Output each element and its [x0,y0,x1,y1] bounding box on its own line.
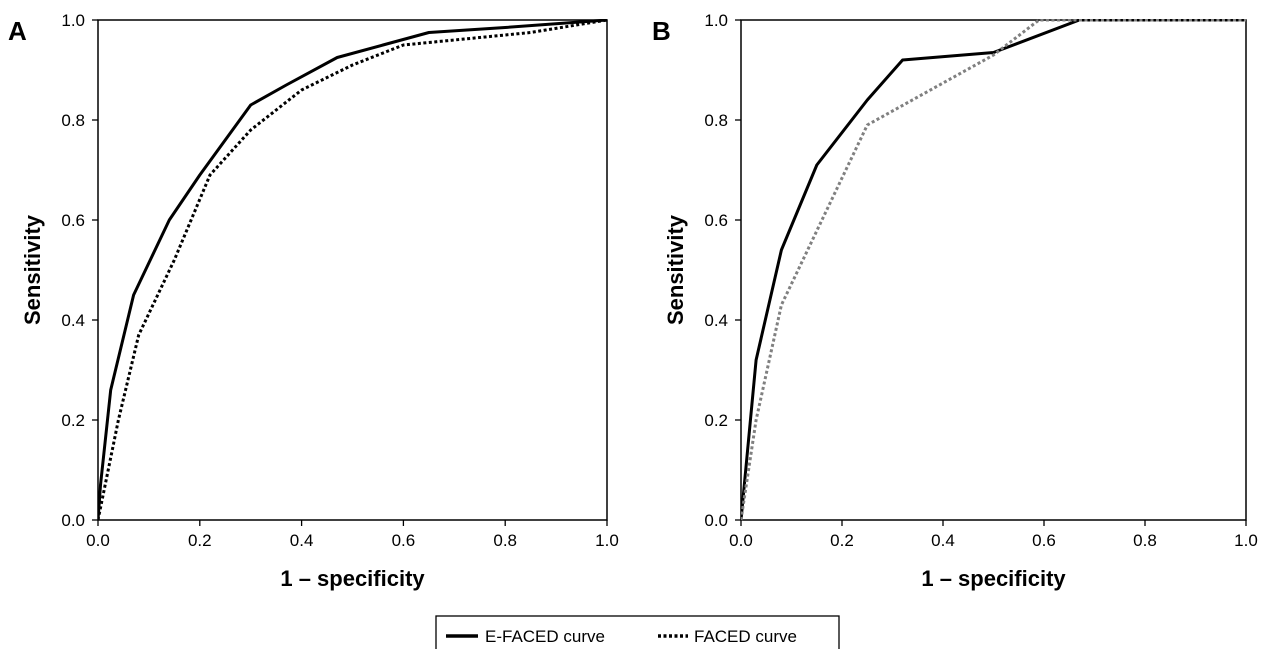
legend: E-FACED curve FACED curve [435,615,840,649]
e-faced-curve-line [741,19,1246,521]
y-tick-label: 1.0 [704,11,728,30]
y-tick-label: 0.0 [704,511,728,530]
faced-curve-line [741,19,1246,521]
faced-curve-line [98,19,607,521]
y-tick-label: 0.2 [704,411,728,430]
x-axis-title: 1 – specificity [280,566,425,591]
e-faced-curve-line [98,19,607,521]
y-tick-label: 1.0 [61,11,85,30]
x-tick-label: 0.6 [392,531,416,550]
x-tick-label: 0.4 [931,531,955,550]
y-tick-label: 0.6 [704,211,728,230]
x-axis-title: 1 – specificity [921,566,1066,591]
x-tick-label: 1.0 [1234,531,1258,550]
x-tick-label: 0.2 [188,531,212,550]
y-axis-title: Sensitivity [663,214,688,325]
y-tick-label: 0.2 [61,411,85,430]
y-axis-title: Sensitivity [20,214,45,325]
panel-label: A [8,16,27,46]
y-tick-label: 0.8 [704,111,728,130]
y-tick-label: 0.8 [61,111,85,130]
legend-label: E-FACED curve [485,627,605,646]
y-tick-label: 0.0 [61,511,85,530]
x-tick-label: 0.8 [1133,531,1157,550]
y-tick-label: 0.4 [704,311,728,330]
x-tick-label: 0.8 [493,531,517,550]
x-tick-label: 0.2 [830,531,854,550]
legend-box [435,615,840,649]
y-tick-label: 0.6 [61,211,85,230]
panel-label: B [652,16,671,46]
y-tick-label: 0.4 [61,311,85,330]
x-tick-label: 0.0 [86,531,110,550]
x-tick-label: 1.0 [595,531,619,550]
chart-panel-a: A 0.0 0.2 0.4 0.6 0.8 1.0 0.0 0.2 0.4 0.6 0.8 1.0 1 –… [8,11,619,591]
chart-panel-b: B 0.0 0.2 0.4 0.6 0.8 1.0 0.0 0.2 0.4 0.6 0.8 1.0 1 –… [652,11,1258,591]
x-tick-label: 0.4 [290,531,314,550]
x-tick-label: 0.0 [729,531,753,550]
plot-frame [97,19,608,521]
legend-label: FACED curve [694,627,797,646]
plot-frame [740,19,1247,521]
x-tick-label: 0.6 [1032,531,1056,550]
